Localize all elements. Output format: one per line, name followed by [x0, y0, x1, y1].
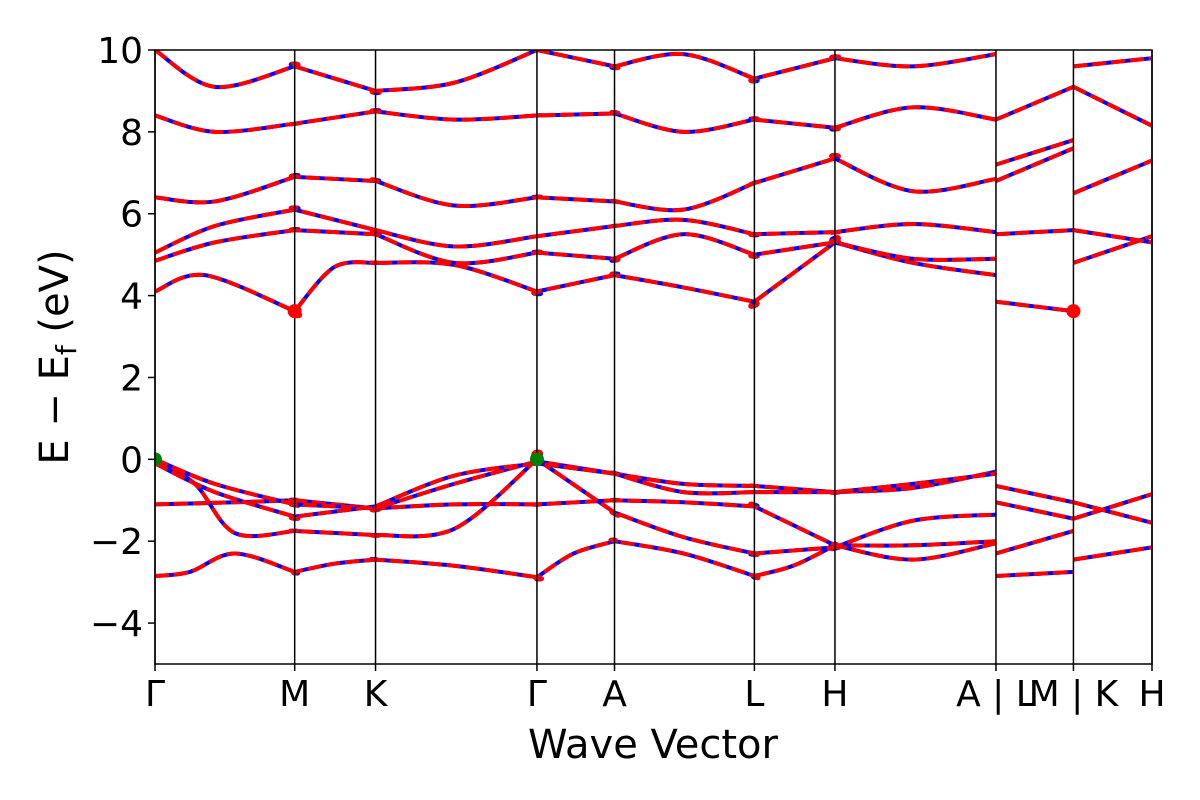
y-axis-title-unit: (eV) — [32, 249, 78, 345]
y-axis-title-subscript: f — [50, 344, 83, 355]
y-tick-label-2: 0 — [120, 440, 143, 481]
band-23-dashed — [1072, 234, 1152, 265]
band-26-dashed — [1072, 85, 1152, 128]
y-axis-title: E − Ef (eV) — [32, 249, 83, 464]
band-13-dashed — [995, 500, 1074, 521]
band-10-dashed — [155, 50, 997, 96]
x-tick-label-4: A — [602, 674, 627, 715]
x-tick-label-9: H — [1138, 674, 1165, 715]
x-tick-label-6: H — [821, 674, 848, 715]
band-12-dashed — [995, 529, 1074, 556]
extrema-markers-layer — [155, 304, 1081, 467]
band-17-dashed — [995, 146, 1075, 183]
x-tick-label-5: L — [744, 674, 764, 715]
band-4-dashed — [155, 460, 997, 521]
y-tick-label-1: −2 — [90, 522, 143, 563]
cbm-marker-1 — [1066, 304, 1081, 319]
band-27-dashed — [1073, 56, 1152, 69]
y-tick-label-5: 6 — [120, 195, 143, 236]
cbm-marker-0 — [287, 304, 302, 319]
band-24-dashed — [1073, 228, 1152, 245]
vbm-marker-2 — [155, 452, 162, 467]
band-22-dashed — [1072, 500, 1152, 525]
x-tick-label-3: Γ — [527, 674, 547, 715]
x-tick-label-7: A | L — [956, 674, 1036, 715]
y-tick-label-0: −4 — [90, 604, 143, 645]
x-tick-label-2: K — [364, 674, 389, 715]
band-20-dashed — [1073, 545, 1152, 562]
y-axis: −4 −2 0 2 4 6 8 10 — [90, 31, 155, 645]
plot-frame — [154, 49, 1153, 665]
band-15-dashed — [995, 299, 1074, 314]
x-tick-label-1: M — [279, 674, 310, 715]
x-tick-label-0: Γ — [145, 674, 165, 715]
band-16-dashed — [995, 228, 1074, 237]
y-tick-label-4: 4 — [120, 277, 143, 318]
band-7-dashed — [155, 205, 997, 255]
band-14-dashed — [995, 483, 1074, 505]
band-18-dashed — [995, 138, 1075, 167]
band-25-dashed — [1072, 158, 1152, 196]
y-tick-label-6: 8 — [120, 113, 143, 154]
y-tick-label-3: 2 — [120, 358, 143, 399]
band-19-dashed — [995, 84, 1075, 122]
y-tick-label-7: 10 — [97, 31, 143, 72]
x-axis: Γ M K Γ A L H A | LM | K H — [145, 664, 1166, 715]
x-tick-label-8: M | K — [1029, 674, 1120, 715]
vbm-marker-3 — [529, 452, 544, 467]
band-21-dashed — [1072, 492, 1152, 521]
x-axis-title: Wave Vector — [528, 722, 779, 768]
band-11-dashed — [995, 569, 1074, 578]
y-axis-title-main: E − E — [32, 355, 78, 465]
